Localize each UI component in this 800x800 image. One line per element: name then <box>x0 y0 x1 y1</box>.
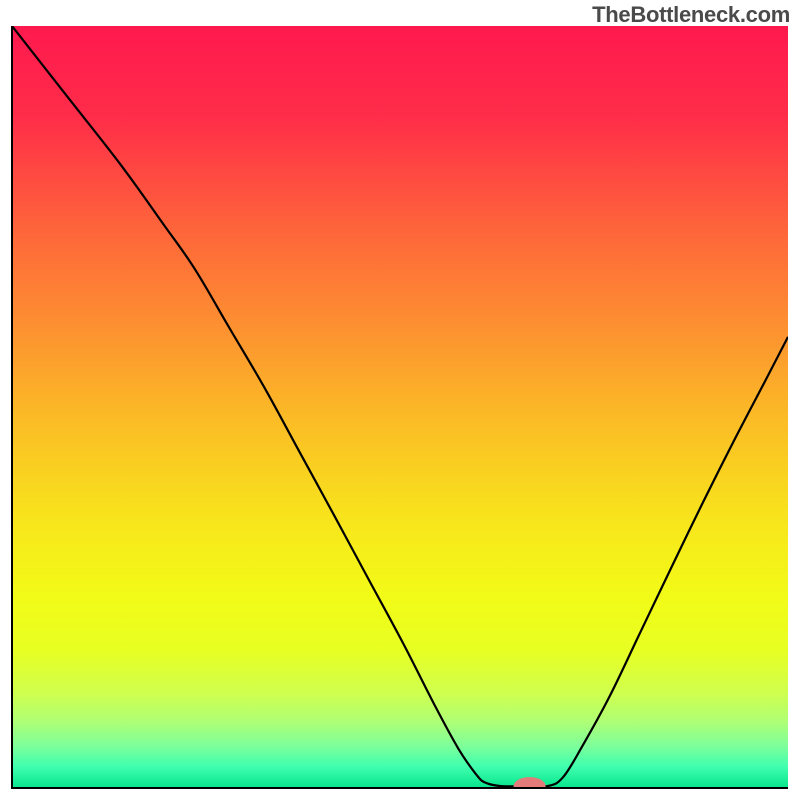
watermark-text: TheBottleneck.com <box>592 2 790 28</box>
optimal-marker <box>514 777 546 795</box>
chart-canvas: TheBottleneck.com <box>0 0 800 800</box>
gradient-background <box>12 26 788 788</box>
bottleneck-chart <box>0 0 800 800</box>
